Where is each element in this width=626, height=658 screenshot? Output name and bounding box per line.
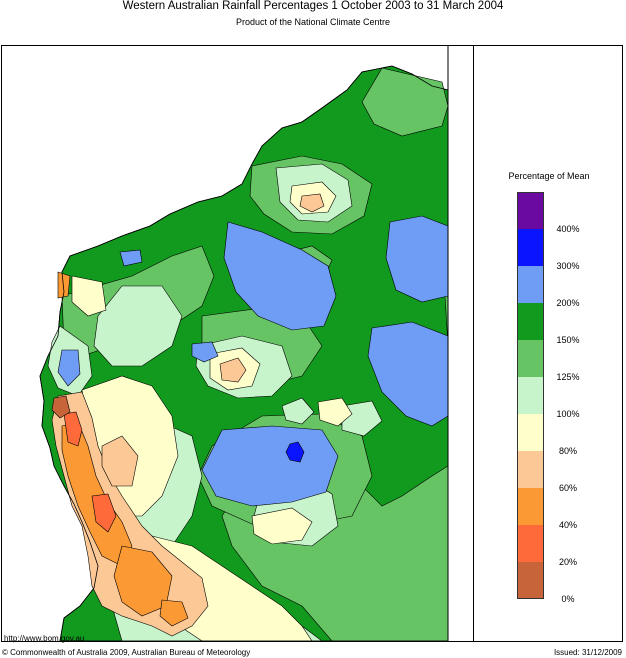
map-title: Western Australian Rainfall Percentages … — [122, 0, 504, 12]
map-subtitle: Product of the National Climate Centre — [235, 17, 391, 27]
legend-tick-125: 125% — [556, 372, 580, 382]
legend-swatch-80-100 — [517, 414, 544, 451]
legend-tick-100: 100% — [556, 409, 580, 419]
legend-swatch-150-200 — [517, 303, 544, 340]
legend-swatch-200-300 — [517, 266, 544, 303]
legend-swatch-40-60 — [517, 488, 544, 525]
legend-swatch-300-400 — [517, 229, 544, 266]
legend-swatch-60-80 — [517, 451, 544, 488]
issued-date: Issued: 31/12/2009 — [553, 648, 622, 657]
legend-swatch-125-150 — [517, 340, 544, 377]
legend-tick-20: 20% — [558, 557, 577, 567]
rainfall-map — [39, 46, 449, 641]
source-url[interactable]: http://www.bom.gov.au — [4, 634, 85, 643]
legend-tick-400: 400% — [556, 224, 580, 234]
legend-tick-300: 300% — [556, 261, 580, 271]
legend-tick-80: 80% — [558, 446, 577, 456]
legend-swatch-100-125 — [517, 377, 544, 414]
legend-tick-150: 150% — [556, 335, 580, 345]
legend-swatch-0-20 — [517, 562, 544, 599]
map-frame — [1, 45, 623, 642]
copyright-notice: © Commonwealth of Australia 2009, Austra… — [2, 648, 251, 657]
zone-40-60 — [57, 271, 189, 627]
coastline — [39, 46, 449, 641]
zone-300-400 — [285, 441, 305, 463]
zone-20-40 — [63, 411, 117, 533]
legend-swatch-400-plus — [517, 192, 544, 229]
zone-200-300 — [57, 215, 449, 507]
zone-0-20 — [51, 395, 71, 419]
legend-swatch-20-40 — [517, 525, 544, 562]
legend-tick-40: 40% — [558, 520, 577, 530]
legend-divider — [473, 45, 474, 642]
legend-tick-60: 60% — [558, 483, 577, 493]
legend-title: Percentage of Mean — [508, 171, 590, 181]
legend-tick-200: 200% — [556, 298, 580, 308]
legend-tick-0: 0% — [561, 594, 575, 604]
